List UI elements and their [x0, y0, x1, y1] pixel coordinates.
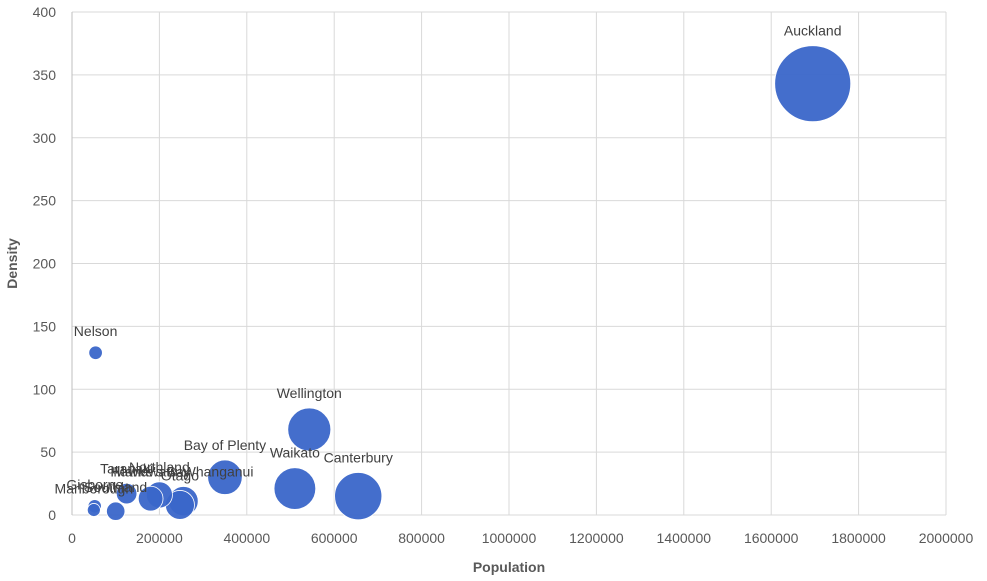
x-tick-label: 1000000 — [482, 530, 537, 546]
bubble — [287, 407, 332, 452]
x-tick-label: 0 — [68, 530, 76, 546]
bubble — [86, 503, 101, 517]
bubble — [88, 345, 103, 360]
bubble — [207, 459, 243, 495]
x-axis-title: Population — [473, 559, 545, 575]
bubble-label: Marlborough — [55, 480, 134, 496]
y-tick-label: 400 — [33, 4, 57, 20]
x-axis-ticks: 0 200000 400000 600000 800000 1000000 1200000 1… — [68, 530, 973, 546]
y-axis-title: Density — [4, 238, 20, 289]
bubble — [273, 467, 317, 510]
bubble-label: Auckland — [784, 23, 842, 39]
y-tick-label: 350 — [33, 67, 57, 83]
data-labels: Auckland Nelson Wellington Bay of Plenty Wai… — [55, 23, 842, 497]
bubble — [115, 482, 138, 505]
bubble-label: Otago — [161, 467, 199, 483]
y-tick-label: 50 — [40, 444, 56, 460]
bubble-label: Taranaki — [100, 460, 153, 476]
y-tick-label: 150 — [33, 318, 57, 334]
bubble-label: Canterbury — [324, 450, 393, 466]
gridlines — [71, 11, 947, 516]
bubble-label: Waikato — [270, 445, 320, 461]
x-tick-label: 1200000 — [569, 530, 624, 546]
bubble — [106, 501, 126, 521]
x-tick-label: 800000 — [398, 530, 445, 546]
bubbles — [86, 45, 852, 521]
x-tick-label: 1600000 — [744, 530, 799, 546]
bubble-label: Nelson — [74, 323, 118, 339]
bubble-label: Gisborne — [66, 477, 123, 493]
y-tick-label: 300 — [33, 130, 57, 146]
x-tick-label: 1400000 — [657, 530, 712, 546]
bubble — [774, 45, 852, 123]
y-tick-label: 200 — [33, 256, 57, 272]
x-tick-label: 600000 — [311, 530, 358, 546]
bubble-label: Manawatu-Whanganui — [113, 463, 253, 479]
bubble — [334, 472, 383, 521]
bubble-label: Northland — [129, 459, 190, 475]
x-tick-label: 400000 — [223, 530, 270, 546]
x-tick-label: 2000000 — [919, 530, 974, 546]
y-tick-label: 100 — [33, 381, 57, 397]
bubble-label: Hawke's Bay — [110, 463, 190, 479]
x-tick-label: 1800000 — [831, 530, 886, 546]
bubble-label: Southland — [84, 479, 147, 495]
y-tick-label: 250 — [33, 193, 57, 209]
y-tick-label: 0 — [48, 507, 56, 523]
x-tick-label: 200000 — [136, 530, 183, 546]
y-axis-ticks: 0 50 100 150 200 250 300 350 400 — [33, 4, 57, 523]
bubble-label: Bay of Plenty — [184, 437, 267, 453]
bubble — [137, 485, 164, 512]
bubble-label: Wellington — [277, 385, 342, 401]
